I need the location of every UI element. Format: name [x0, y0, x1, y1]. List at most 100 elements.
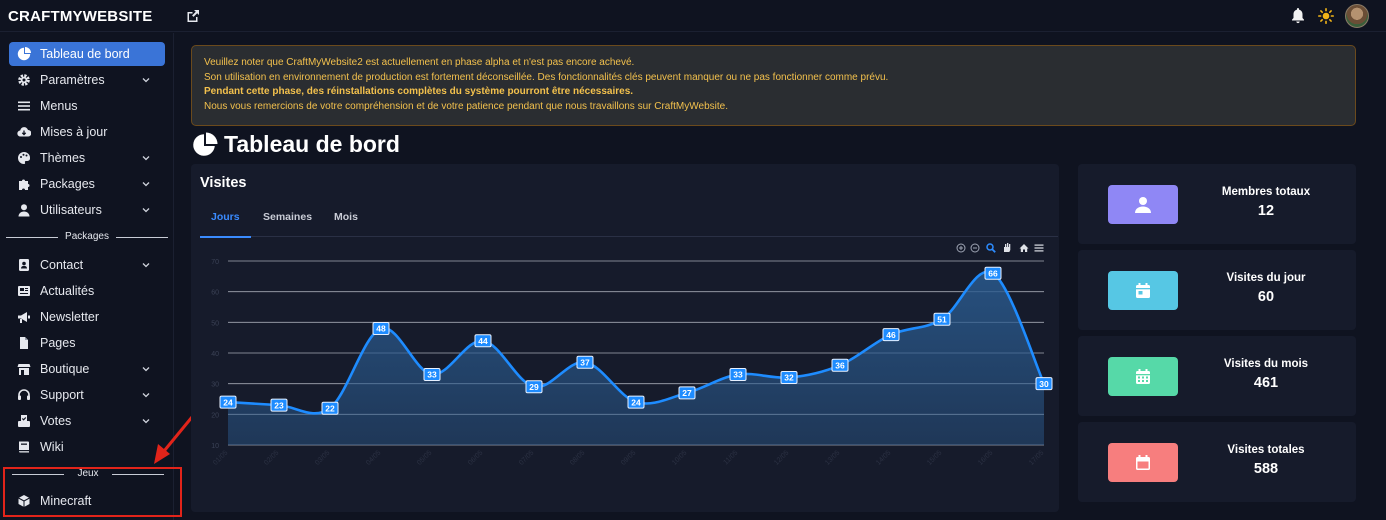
cube-icon	[17, 494, 31, 508]
megaphone-icon	[17, 310, 31, 324]
sidebar-item-label: Pages	[40, 336, 76, 350]
sidebar-item-support[interactable]: Support	[9, 383, 165, 407]
x-tick-label: 11/05	[722, 449, 739, 466]
stat-label: Visites totales	[1227, 444, 1305, 456]
sun-icon[interactable]	[1318, 8, 1334, 24]
newspaper-icon	[17, 284, 31, 298]
zoom-select-icon[interactable]	[986, 243, 996, 253]
stat-card-visites-du-mois: Visites du mois 461	[1078, 336, 1356, 416]
data-label: 33	[427, 370, 437, 380]
data-label: 51	[937, 314, 947, 324]
x-tick-label: 01/05	[212, 449, 229, 466]
menu-icon[interactable]	[1034, 244, 1044, 252]
sidebar-item-newsletter[interactable]: Newsletter	[9, 305, 165, 329]
calendar-grid-icon	[1136, 368, 1150, 384]
calendar-day-icon	[1136, 282, 1150, 298]
data-label-box	[525, 380, 543, 394]
zoom-in-icon[interactable]	[956, 243, 966, 253]
sidebar-item-minecraft[interactable]: Minecraft	[9, 489, 165, 513]
data-label-box	[1035, 377, 1053, 391]
data-label: 37	[580, 357, 590, 367]
data-label: 33	[733, 370, 743, 380]
pie-chart-icon	[17, 47, 31, 61]
stat-card-visites-totales: Visites totales 588	[1078, 422, 1356, 502]
chevron-down-icon	[142, 263, 150, 268]
vote-icon	[17, 414, 31, 428]
y-tick-label: 70	[211, 259, 219, 266]
tab-jours[interactable]: Jours	[211, 211, 240, 223]
sidebar-item-mises-a-jour[interactable]: Mises à jour	[9, 120, 165, 144]
sidebar-item-themes[interactable]: Thèmes	[9, 146, 165, 170]
section-separator-jeux: Jeux	[12, 468, 164, 480]
stat-card-visites-du-jour: Visites du jour 60	[1078, 250, 1356, 330]
stat-icon-box	[1108, 357, 1178, 396]
pan-hand-icon[interactable]	[1004, 243, 1011, 252]
data-label: 44	[478, 336, 488, 346]
store-icon	[17, 362, 31, 376]
external-link-icon[interactable]	[186, 9, 200, 23]
stat-label: Membres totaux	[1221, 186, 1311, 198]
calendar-icon	[1136, 454, 1150, 470]
tab-semaines[interactable]: Semaines	[263, 211, 313, 223]
data-label: 29	[529, 382, 539, 392]
data-label-box	[729, 367, 747, 381]
x-tick-label: 14/05	[875, 449, 892, 466]
data-label: 46	[886, 330, 896, 340]
x-tick-label: 10/05	[671, 449, 688, 466]
data-label-box	[474, 334, 492, 348]
sidebar-item-utilisateurs[interactable]: Utilisateurs	[9, 198, 165, 222]
tab-mois[interactable]: Mois	[334, 211, 358, 223]
alpha-warning-alert: Veuillez noter que CraftMyWebsite2 est a…	[191, 45, 1356, 126]
stat-value: 12	[1257, 203, 1275, 219]
chevron-down-icon	[142, 156, 150, 161]
data-label-box	[627, 395, 645, 409]
area-fill	[228, 271, 1044, 445]
sidebar-item-wiki[interactable]: Wiki	[9, 435, 165, 459]
sidebar-item-pages[interactable]: Pages	[9, 331, 165, 355]
pie-chart-icon	[193, 132, 218, 156]
sidebar-item-parametres[interactable]: Paramètres	[9, 68, 165, 92]
data-label-box	[321, 401, 339, 415]
sidebar-item-contact[interactable]: Contact	[9, 253, 165, 277]
data-label: 30	[1039, 379, 1049, 389]
y-tick-label: 30	[211, 382, 219, 389]
headset-icon	[17, 388, 31, 402]
data-label: 36	[835, 360, 845, 370]
chart-toolbar	[956, 243, 1044, 253]
alert-line-3: Pendant cette phase, des réinstallations…	[204, 86, 634, 97]
y-tick-label: 50	[211, 320, 219, 327]
avatar[interactable]	[1345, 4, 1369, 28]
alert-line-4: Nous vous remercions de votre compréhens…	[204, 100, 728, 112]
zoom-out-icon[interactable]	[970, 243, 980, 253]
chevron-down-icon	[142, 419, 150, 424]
sidebar-item-menus[interactable]: Menus	[9, 94, 165, 118]
sidebar-item-label: Votes	[40, 414, 72, 428]
sidebar-item-packages[interactable]: Packages	[9, 172, 165, 196]
sidebar-item-label: Utilisateurs	[40, 203, 102, 217]
section-separator-packages: Packages	[6, 231, 168, 243]
cloud-download-icon	[17, 125, 31, 139]
sidebar-item-label: Support	[40, 388, 84, 402]
x-tick-label: 08/05	[569, 449, 586, 466]
sidebar-item-label: Actualités	[40, 284, 95, 298]
data-label: 27	[682, 388, 692, 398]
x-tick-label: 04/05	[365, 449, 382, 466]
sidebar-item-votes[interactable]: Votes	[9, 409, 165, 433]
bell-icon[interactable]	[1290, 7, 1306, 24]
logo[interactable]: CRAFTMYWEBSITE	[8, 8, 153, 25]
x-tick-label: 15/05	[926, 449, 943, 466]
alert-line-1: Veuillez noter que CraftMyWebsite2 est a…	[204, 57, 635, 68]
data-label-box	[576, 355, 594, 369]
sidebar-item-tableau-de-bord[interactable]: Tableau de bord	[9, 42, 165, 66]
x-tick-label: 03/05	[314, 449, 331, 466]
sidebar-item-actualites[interactable]: Actualités	[9, 279, 165, 303]
data-label: 23	[274, 400, 284, 410]
data-label-box	[933, 312, 951, 326]
x-tick-label: 12/05	[773, 449, 790, 466]
sidebar-item-boutique[interactable]: Boutique	[9, 357, 165, 381]
x-tick-label: 02/05	[263, 449, 280, 466]
y-tick-label: 40	[211, 351, 219, 358]
y-tick-label: 10	[211, 443, 219, 450]
reset-home-icon[interactable]	[1019, 244, 1029, 252]
user-icon	[1135, 196, 1151, 213]
